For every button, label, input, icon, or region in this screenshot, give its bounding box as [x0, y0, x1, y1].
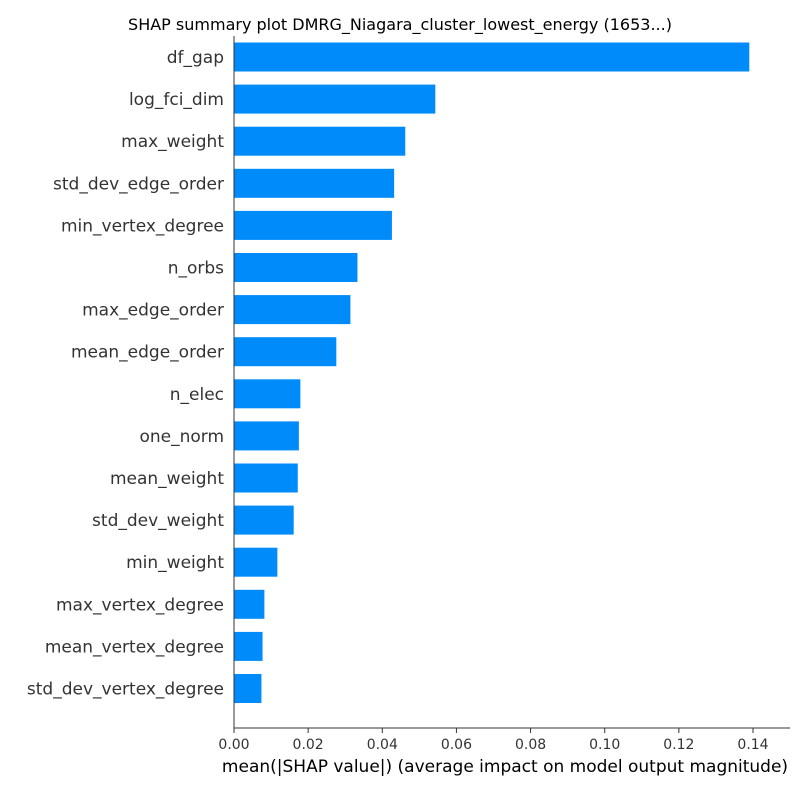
feature-label-df-gap: df_gap	[167, 48, 224, 68]
bar-mean-vertex-degree	[234, 631, 263, 661]
x-tick-label: 0.00	[218, 737, 249, 753]
feature-label-max-vertex-degree: max_vertex_degree	[56, 595, 224, 615]
bar-std-dev-vertex-degree	[234, 674, 262, 703]
x-tick-label: 0.04	[367, 737, 398, 753]
bar-max-weight	[234, 126, 406, 156]
bars-layer	[234, 42, 750, 703]
x-tick-label: 0.02	[293, 737, 324, 753]
bar-one-norm	[234, 421, 299, 451]
bar-log-fci-dim	[234, 84, 436, 114]
chart-title: SHAP summary plot DMRG_Niagara_cluster_l…	[128, 15, 672, 35]
feature-label-std-dev-edge-order: std_dev_edge_order	[53, 174, 224, 194]
feature-label-min-weight: min_weight	[126, 553, 224, 573]
bar-n-elec	[234, 379, 301, 409]
x-tick-label: 0.06	[441, 737, 472, 753]
x-tick-label: 0.14	[737, 737, 768, 753]
feature-label-one-norm: one_norm	[139, 427, 224, 447]
bar-max-vertex-degree	[234, 589, 265, 619]
bar-mean-weight	[234, 463, 298, 493]
x-tick-label: 0.12	[663, 737, 694, 753]
feature-label-std-dev-vertex-degree: std_dev_vertex_degree	[27, 680, 224, 700]
feature-label-min-vertex-degree: min_vertex_degree	[61, 216, 224, 236]
axes-layer: 0.00 0.02 0.04 0.06 0.08 0.10 0.12 0.14	[218, 36, 791, 753]
feature-label-max-weight: max_weight	[121, 132, 224, 152]
bar-min-weight	[234, 547, 278, 577]
feature-label-n-orbs: n_orbs	[168, 259, 224, 279]
feature-label-mean-vertex-degree: mean_vertex_degree	[45, 637, 224, 657]
feature-label-n-elec: n_elec	[170, 385, 224, 405]
feature-label-std-dev-weight: std_dev_weight	[92, 511, 224, 531]
bar-max-edge-order	[234, 295, 351, 325]
x-tick-label: 0.10	[589, 737, 620, 753]
bar-mean-edge-order	[234, 337, 337, 367]
bar-n-orbs	[234, 253, 358, 282]
x-tick-label: 0.08	[515, 737, 546, 753]
feature-label-mean-weight: mean_weight	[110, 469, 224, 489]
x-axis-label: mean(|SHAP value|) (average impact on mo…	[222, 757, 788, 777]
bar-std-dev-weight	[234, 505, 294, 535]
bar-df-gap	[234, 42, 750, 72]
bar-std-dev-edge-order	[234, 168, 395, 198]
bar-min-vertex-degree	[234, 210, 392, 240]
feature-label-log-fci-dim: log_fci_dim	[129, 90, 224, 110]
feature-label-mean-edge-order: mean_edge_order	[71, 343, 224, 363]
feature-label-max-edge-order: max_edge_order	[82, 301, 224, 321]
feature-labels-layer: df_gap log_fci_dim max_weight std_dev_edge_…	[27, 48, 224, 700]
